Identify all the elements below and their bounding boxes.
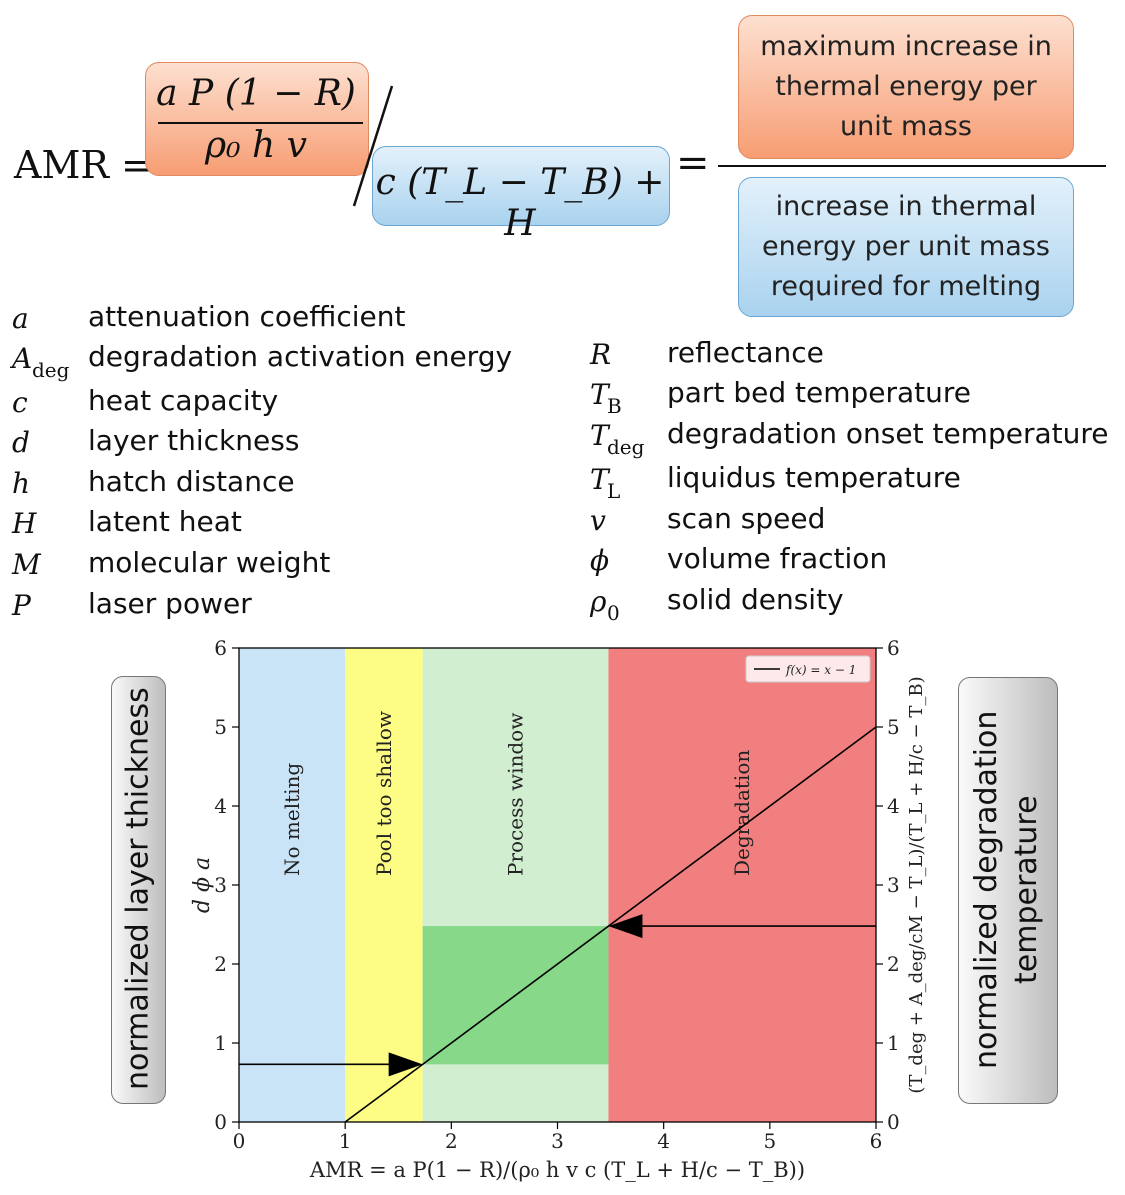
description: latent heat — [88, 505, 242, 538]
region-label: Degradation — [730, 750, 754, 876]
region-no-melting — [239, 648, 346, 1122]
y-right-tick-label: 5 — [887, 715, 900, 739]
numerator-box — [145, 62, 369, 176]
description: reflectance — [667, 336, 824, 369]
y-tick-label: 3 — [214, 873, 227, 897]
y-right-tick-label: 1 — [887, 1031, 900, 1055]
explanation-fraction-bar — [718, 165, 1106, 167]
y-right-tick-label: 4 — [887, 794, 900, 818]
arrow-head — [608, 914, 643, 939]
right-side-label-box — [958, 677, 1058, 1104]
amr-label: AMR = — [14, 143, 153, 187]
description: layer thickness — [88, 424, 300, 457]
fraction-bar — [158, 122, 363, 124]
region-pool-too-shallow — [345, 648, 423, 1122]
x-tick-label: 1 — [339, 1129, 352, 1153]
y-axis-label: d ϕ a — [190, 857, 215, 913]
symbol: a — [12, 302, 29, 335]
subscript: B — [607, 394, 622, 418]
subscript: L — [607, 479, 621, 503]
arrow-head — [388, 1052, 423, 1077]
y-right-tick-label: 3 — [887, 873, 900, 897]
region-degradation — [608, 648, 876, 1122]
division-slash — [352, 85, 394, 207]
numerator-top: a P (1 − R) — [156, 73, 356, 114]
top-explanation-box: maximum increase in thermal energy per u… — [738, 15, 1074, 159]
description: solid density — [667, 583, 844, 616]
y-tick-label: 2 — [214, 952, 227, 976]
x-tick-label: 5 — [763, 1129, 776, 1153]
series-line — [344, 726, 877, 1123]
description: hatch distance — [88, 465, 295, 498]
description: part bed temperature — [667, 376, 971, 409]
symbol: R — [590, 338, 612, 371]
x-tick-label: 6 — [870, 1129, 883, 1153]
description: scan speed — [667, 502, 826, 535]
y-tick-label: 0 — [214, 1110, 227, 1134]
x-axis-label: AMR = a P(1 − R)/(ρ₀ h v c (T_L + H/c − … — [309, 1158, 805, 1182]
numerator-bottom: ρ₀ h v — [204, 125, 307, 166]
y-right-tick-label: 0 — [887, 1110, 900, 1134]
description: volume fraction — [667, 542, 888, 575]
symbol: c — [12, 386, 28, 419]
x-tick-label: 0 — [233, 1129, 246, 1153]
description: molecular weight — [88, 546, 331, 579]
symbol: T — [590, 419, 609, 452]
symbol: T — [590, 463, 609, 496]
subscript: 0 — [607, 601, 620, 625]
description: degradation onset temperature — [667, 417, 1109, 450]
chart: No melting Pool too shallow Process window… — [190, 636, 927, 1182]
left-side-label-box — [111, 676, 166, 1104]
description: degradation activation energy — [88, 340, 513, 373]
denominator-text: c (T_L − T_B) + H — [375, 162, 665, 244]
subscript: deg — [32, 358, 70, 382]
x-tick-label: 2 — [445, 1129, 458, 1153]
region-label: Pool too shallow — [372, 711, 396, 876]
equals-sign: = — [676, 140, 710, 186]
bottom-explanation-box: increase in thermal energy per unit mass… — [738, 177, 1074, 317]
subscript: deg — [607, 435, 645, 459]
symbol: h — [12, 467, 31, 500]
symbol: H — [12, 507, 37, 540]
legend-box — [745, 655, 871, 683]
symbol: v — [590, 504, 606, 537]
y-tick-label: 5 — [214, 715, 227, 739]
region-label: Process window — [504, 713, 528, 876]
legend-label: f(x) = x − 1 — [785, 663, 856, 677]
y-right-axis-label: (T_deg + A_deg/cM − T_L)/(T_L + H/c − T_… — [906, 676, 927, 1093]
symbol: d — [12, 426, 30, 459]
description: liquidus temperature — [667, 461, 961, 494]
description: attenuation coefficient — [88, 300, 406, 333]
x-tick-label: 4 — [657, 1129, 670, 1153]
symbol: ϕ — [590, 544, 610, 577]
x-tick-label: 3 — [551, 1129, 564, 1153]
y-right-tick-label: 6 — [887, 636, 900, 660]
symbol: T — [590, 378, 609, 411]
y-tick-label: 1 — [214, 1031, 227, 1055]
y-tick-label: 4 — [214, 794, 227, 818]
symbol: M — [12, 548, 41, 581]
denominator-box — [372, 146, 670, 226]
symbol: A — [12, 342, 33, 375]
symbol: P — [12, 589, 31, 622]
description: heat capacity — [88, 384, 279, 417]
description: laser power — [88, 587, 252, 620]
region-label: No melting — [280, 763, 304, 876]
symbol: ρ — [590, 585, 607, 618]
y-right-tick-label: 2 — [887, 952, 900, 976]
y-tick-label: 6 — [214, 636, 227, 660]
